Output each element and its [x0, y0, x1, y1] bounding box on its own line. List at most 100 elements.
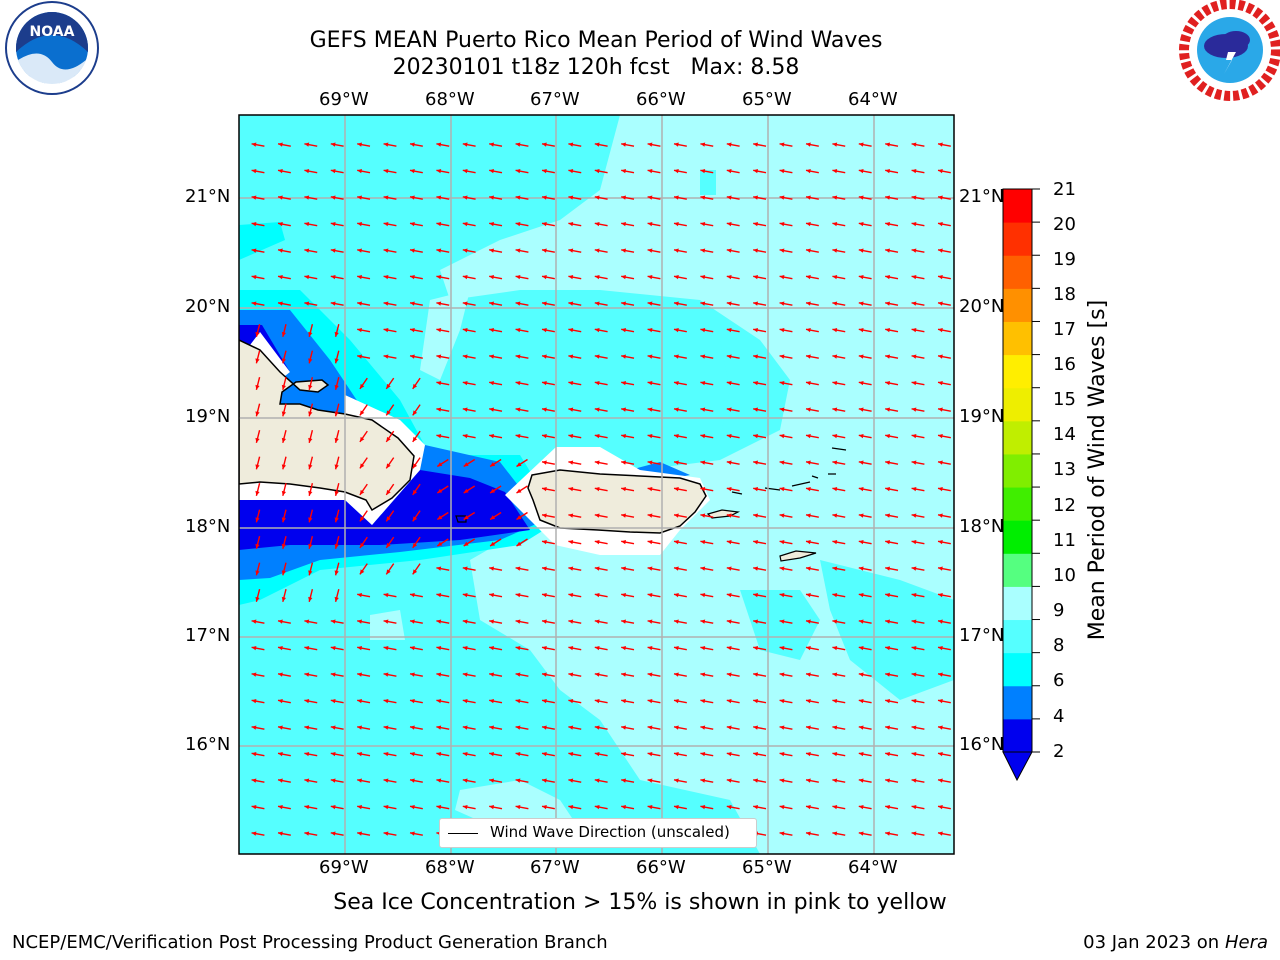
wave-direction-arrowhead	[278, 169, 283, 174]
wave-direction-arrowhead	[832, 169, 838, 174]
wave-direction-arrowhead	[647, 195, 653, 200]
wave-direction-arrowhead	[359, 436, 365, 442]
wave-direction-arrowhead	[832, 460, 838, 465]
wave-direction-arrowhead	[832, 487, 838, 492]
wave-direction-arrowhead	[832, 381, 838, 386]
wave-direction-arrowhead	[330, 752, 336, 757]
wave-direction-arrowhead	[726, 487, 732, 492]
wave-direction-arrowhead	[412, 489, 418, 495]
wave-direction-arrowhead	[779, 672, 785, 677]
wave-direction-arrowhead	[568, 460, 574, 465]
wave-direction-arrowhead	[410, 328, 415, 333]
wave-direction-arrowhead	[436, 328, 442, 333]
wave-direction-arrowhead	[410, 169, 415, 174]
wave-direction-arrowhead	[885, 195, 890, 200]
wave-direction-arrowhead	[359, 463, 365, 469]
wave-direction-arrowhead	[542, 460, 547, 465]
wave-direction-arrowhead	[281, 437, 286, 443]
wave-direction-arrowhead	[251, 222, 257, 227]
wave-direction-arrowhead	[489, 778, 494, 783]
wave-direction-arrowhead	[515, 434, 521, 439]
wave-direction-arrowhead	[726, 778, 732, 783]
wave-direction-arrowhead	[700, 407, 706, 412]
wave-direction-arrowhead	[885, 142, 890, 147]
wave-direction-arrowhead	[383, 778, 389, 783]
wave-direction-arrowhead	[911, 593, 917, 598]
nws-logo	[1179, 0, 1280, 101]
wave-direction-arrowhead	[674, 195, 679, 200]
wave-direction-arrowhead	[938, 169, 943, 174]
wave-direction-arrowhead	[885, 434, 890, 439]
wave-direction-arrowhead	[911, 646, 917, 651]
wave-direction-arrowhead	[542, 275, 547, 280]
wave-direction-arrowhead	[334, 490, 339, 496]
wave-direction-arrowhead	[515, 699, 521, 704]
wave-direction-arrowhead	[594, 487, 600, 492]
wave-direction-arrowhead	[255, 331, 260, 337]
wave-direction-arrowhead	[462, 434, 468, 439]
wave-direction-arrowhead	[911, 619, 917, 624]
wave-direction-arrowhead	[594, 407, 600, 412]
wave-direction-arrowhead	[938, 354, 943, 359]
wave-direction-arrowhead	[594, 195, 600, 200]
wave-direction-arrowhead	[621, 805, 626, 810]
wave-direction-arrowhead	[251, 778, 257, 783]
wave-direction-arrowhead	[330, 142, 336, 147]
wave-direction-arrowhead	[594, 142, 600, 147]
wave-direction-arrowhead	[858, 646, 864, 651]
wave-direction-arrowhead	[753, 752, 758, 757]
lat-label-right: 20°N	[959, 296, 1005, 317]
wave-direction-arrowhead	[753, 328, 758, 333]
wave-direction-arrowhead	[594, 354, 600, 359]
wave-direction-arrowhead	[516, 515, 522, 520]
wave-direction-arrowhead	[330, 672, 336, 677]
wave-direction-arrowhead	[938, 778, 943, 783]
wave-direction-arrowhead	[357, 142, 362, 147]
wave-direction-arrowhead	[462, 354, 468, 359]
wave-direction-arrowhead	[412, 516, 418, 522]
wave-direction-arrowhead	[647, 566, 653, 571]
wave-direction-arrowhead	[594, 460, 600, 465]
wave-direction-arrowhead	[806, 407, 811, 412]
wave-direction-arrowhead	[255, 517, 260, 523]
wave-direction-arrowhead	[594, 434, 600, 439]
wave-direction-arrowhead	[647, 725, 653, 730]
wave-direction-arrowhead	[594, 646, 600, 651]
wave-direction-arrowhead	[674, 646, 679, 651]
lat-label-left: 21°N	[185, 186, 231, 207]
wave-direction-arrowhead	[832, 434, 838, 439]
wave-direction-arrowhead	[753, 672, 758, 677]
wave-direction-arrowhead	[436, 672, 442, 677]
wave-direction-arrowhead	[568, 513, 574, 518]
wave-direction-arrowhead	[806, 672, 811, 677]
wave-direction-arrowhead	[334, 464, 339, 470]
wave-direction-arrowhead	[594, 513, 600, 518]
map-legend: Wind Wave Direction (unscaled)	[439, 818, 757, 848]
wave-direction-arrowhead	[357, 169, 362, 174]
wave-direction-arrowhead	[255, 570, 260, 576]
wave-direction-arrowhead	[251, 805, 257, 810]
wave-direction-arrowhead	[436, 381, 442, 386]
wave-direction-arrowhead	[542, 434, 547, 439]
wave-direction-arrowhead	[647, 381, 653, 386]
wave-direction-arrowhead	[542, 142, 547, 147]
colorbar-tick: 20	[1053, 214, 1076, 235]
wave-direction-arrowhead	[647, 752, 653, 757]
wave-direction-arrowhead	[779, 434, 785, 439]
colorbar-segment	[1003, 387, 1032, 422]
wave-direction-arrowhead	[647, 169, 653, 174]
wave-direction-arrowhead	[674, 725, 679, 730]
wave-direction-arrowhead	[647, 222, 653, 227]
wave-direction-arrowhead	[308, 384, 313, 390]
wave-direction-arrowhead	[330, 831, 336, 836]
st-croix-island	[779, 550, 817, 562]
wave-direction-arrowhead	[462, 593, 468, 598]
wave-direction-arrowhead	[621, 434, 626, 439]
wave-direction-arrowhead	[568, 275, 574, 280]
wave-direction-arrowhead	[726, 381, 732, 386]
wave-direction-arrowhead	[568, 646, 574, 651]
wave-direction-arrowhead	[753, 195, 758, 200]
wave-direction-arrowhead	[516, 488, 522, 493]
wave-direction-arrowhead	[858, 593, 864, 598]
